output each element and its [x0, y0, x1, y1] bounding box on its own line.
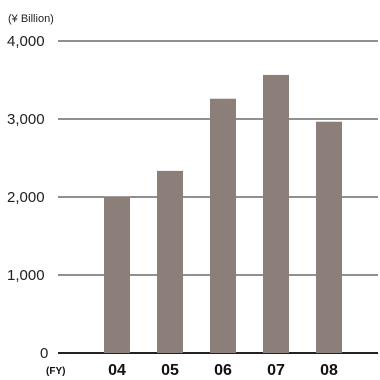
bars	[104, 74, 342, 354]
y-tick-label: 3,000	[7, 111, 45, 128]
x-tick-label: 05	[161, 362, 179, 379]
x-tick-label: 04	[108, 362, 126, 379]
x-tick-label: 06	[214, 362, 232, 379]
bar-fy08	[316, 121, 342, 353]
y-axis-ticks: 0 1,000 2,000 3,000 4,000	[7, 33, 48, 362]
y-tick-label: 2,000	[7, 189, 45, 206]
y-tick-label: 4,000	[7, 33, 45, 50]
bar-fy04	[104, 196, 130, 353]
bar-fy05	[157, 170, 183, 353]
y-tick-label: 1,000	[7, 267, 45, 284]
x-axis-ticks: 04 05 06 07 08	[108, 362, 338, 379]
x-tick-label: 07	[267, 362, 285, 379]
bar-fy06	[210, 98, 236, 353]
bar-fy07	[263, 74, 289, 354]
y-tick-label: 0	[40, 345, 48, 362]
y-axis-unit-label: (¥ Billion)	[8, 13, 54, 25]
x-tick-label: 08	[320, 362, 338, 379]
x-axis-unit-label: (FY)	[46, 366, 65, 377]
